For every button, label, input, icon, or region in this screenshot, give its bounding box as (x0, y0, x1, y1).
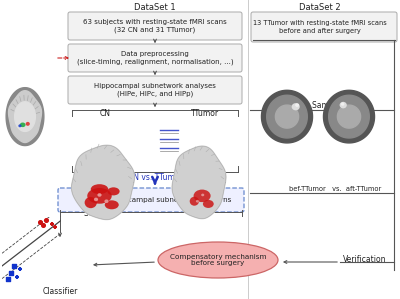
Polygon shape (172, 146, 226, 219)
Text: DataSet 2: DataSet 2 (299, 4, 341, 13)
Ellipse shape (105, 200, 119, 209)
Ellipse shape (85, 197, 97, 208)
Point (16, 267, 23, 272)
Text: 63 subjects with resting-state fMRI scans
(32 CN and 31 TTumor): 63 subjects with resting-state fMRI scan… (83, 19, 227, 33)
Text: bef-TTumor   vs.  aft-TTumor: bef-TTumor vs. aft-TTumor (289, 186, 381, 192)
Polygon shape (262, 90, 312, 143)
Ellipse shape (341, 103, 344, 106)
Point (37, 220, 44, 225)
Ellipse shape (190, 197, 199, 206)
Polygon shape (329, 95, 369, 138)
Text: SVM: SVM (83, 210, 100, 219)
Ellipse shape (295, 103, 299, 107)
Polygon shape (267, 95, 307, 138)
Ellipse shape (98, 193, 102, 197)
Point (49, 221, 56, 226)
FancyBboxPatch shape (68, 12, 242, 40)
Text: Classifier: Classifier (42, 286, 78, 295)
Point (14, 274, 20, 279)
Ellipse shape (20, 123, 26, 127)
Ellipse shape (158, 242, 278, 278)
Text: CN: CN (100, 109, 110, 118)
Text: Altered hippocampal subnetwork patterns: Altered hippocampal subnetwork patterns (79, 197, 231, 203)
Polygon shape (72, 145, 134, 219)
Ellipse shape (196, 200, 199, 203)
FancyBboxPatch shape (68, 44, 242, 72)
Point (11, 264, 17, 269)
Ellipse shape (292, 103, 300, 110)
Text: Same analysis: Same analysis (312, 101, 368, 111)
Ellipse shape (203, 200, 214, 208)
FancyBboxPatch shape (58, 188, 244, 212)
FancyBboxPatch shape (68, 76, 242, 104)
Point (52, 225, 58, 230)
Polygon shape (276, 105, 298, 128)
Text: Verification: Verification (343, 254, 387, 263)
Text: DataSet 1: DataSet 1 (134, 4, 176, 13)
Ellipse shape (107, 187, 120, 196)
FancyBboxPatch shape (251, 12, 397, 42)
Text: Hippocampal subnetwork analyses
(HIPe, HIPc, and HIPp): Hippocampal subnetwork analyses (HIPe, H… (94, 83, 216, 97)
Ellipse shape (26, 122, 30, 126)
Ellipse shape (201, 194, 204, 196)
Ellipse shape (87, 188, 112, 204)
Text: Data preprocessing
(slice-timing, realignment, normalisation, ...): Data preprocessing (slice-timing, realig… (77, 51, 233, 65)
Ellipse shape (194, 190, 211, 202)
Ellipse shape (94, 198, 98, 201)
Ellipse shape (104, 199, 109, 203)
Text: 13 TTumor with resting-state fMRI scans
before and after surgery: 13 TTumor with resting-state fMRI scans … (253, 21, 387, 33)
Polygon shape (324, 90, 374, 143)
Text: TTumor: TTumor (191, 109, 219, 118)
Point (40, 223, 47, 228)
Polygon shape (338, 105, 361, 128)
Ellipse shape (18, 124, 22, 127)
Text: Compensatory mechanism
before surgery: Compensatory mechanism before surgery (170, 254, 266, 266)
Point (43, 218, 50, 223)
Polygon shape (6, 88, 44, 146)
Ellipse shape (91, 184, 108, 194)
Polygon shape (8, 91, 42, 143)
Text: CN vs. TTumor: CN vs. TTumor (128, 173, 182, 181)
Point (5, 276, 11, 281)
Ellipse shape (340, 102, 347, 108)
Polygon shape (15, 102, 35, 131)
Point (8, 271, 14, 275)
